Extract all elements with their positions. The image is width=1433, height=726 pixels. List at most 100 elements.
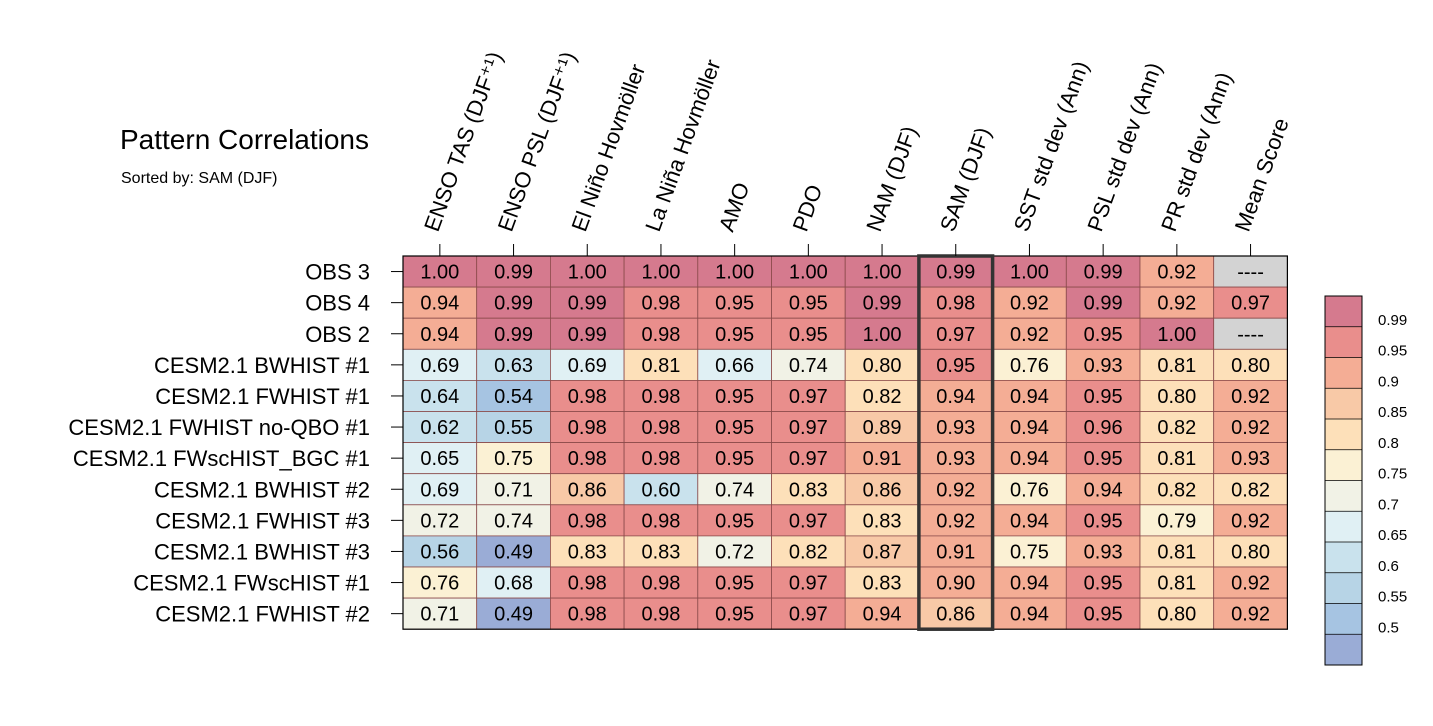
heatmap-cell xyxy=(1213,597,1288,630)
column-label: ENSO TAS (DJF⁺¹) xyxy=(419,48,507,234)
heatmap-cell xyxy=(697,411,772,444)
cell-value-label: 0.95 xyxy=(789,293,828,315)
cell-value-label: 0.81 xyxy=(1157,573,1196,595)
cell-value-label: 0.98 xyxy=(641,510,680,532)
heatmap-cell xyxy=(844,317,920,350)
heatmap-cell xyxy=(1139,442,1215,475)
colorbar-swatch xyxy=(1325,511,1362,542)
cell-value-label: 0.83 xyxy=(863,573,902,595)
heatmap-cell xyxy=(1139,597,1215,630)
cell-value-label: 0.83 xyxy=(568,541,607,563)
heatmap-cell xyxy=(1213,379,1288,412)
cell-value-label: 0.95 xyxy=(789,324,828,346)
heatmap-cell xyxy=(550,411,625,444)
colorbar: 0.99 0.95 0.9 0.85 0.8 0.75 0.7 0.65 0.6 0.55 0.5 xyxy=(1324,295,1407,666)
cell-value-label: 0.95 xyxy=(715,448,754,470)
cell-value-label: 0.98 xyxy=(568,604,607,626)
cell-value-label: 0.98 xyxy=(641,573,680,595)
cell-value-label: 0.56 xyxy=(420,541,459,563)
cell-value-label: 0.95 xyxy=(715,293,754,315)
column-label: ENSO PSL (DJF⁺¹) xyxy=(493,48,581,234)
colorbar-swatch xyxy=(1325,603,1362,635)
row-label: OBS 3 xyxy=(305,260,370,285)
row-label: OBS 2 xyxy=(305,322,370,347)
cell-value-label: 0.76 xyxy=(420,573,459,595)
column-label: SST std dev (Ann) xyxy=(1009,58,1094,235)
cell-value-label: 0.60 xyxy=(641,479,680,501)
cell-value-label: 0.90 xyxy=(936,573,975,595)
heatmap-cell xyxy=(1139,255,1215,288)
row-label: CESM2.1 BWHIST #1 xyxy=(154,353,370,378)
heatmap-cell xyxy=(623,411,699,444)
colorbar-swatch xyxy=(1325,542,1362,573)
heatmap-cell xyxy=(1213,255,1288,288)
heatmap-cell xyxy=(1065,379,1141,412)
cell-value-label: 0.83 xyxy=(863,510,902,532)
heatmap-cell xyxy=(550,597,625,630)
cell-value-label: 1.00 xyxy=(641,262,680,284)
heatmap-cell xyxy=(1065,566,1141,599)
colorbar-swatch xyxy=(1325,326,1362,358)
heatmap-cell xyxy=(992,535,1067,568)
cell-value-label: 0.99 xyxy=(863,293,902,315)
column-label: PSL std dev (Ann) xyxy=(1082,59,1166,235)
colorbar-label: 0.55 xyxy=(1378,589,1407,606)
colorbar-label: 0.8 xyxy=(1378,435,1399,452)
heatmap-cell xyxy=(697,286,772,319)
cell-value-label: 0.97 xyxy=(789,448,828,470)
cell-value-label: 0.99 xyxy=(568,324,607,346)
cell-value-label: 0.74 xyxy=(789,355,828,377)
heatmap-cell xyxy=(697,504,772,537)
chart-title: Pattern Correlations xyxy=(120,124,370,155)
heatmap-cell xyxy=(402,504,478,537)
cell-value-label: 0.69 xyxy=(420,355,459,377)
column-label: AMO xyxy=(714,179,755,235)
heatmap-cell xyxy=(844,566,920,599)
cell-value-label: 0.97 xyxy=(1231,293,1270,315)
heatmap-cell xyxy=(1213,473,1288,506)
heatmap-cell xyxy=(476,317,551,350)
cell-value-label: 0.98 xyxy=(641,417,680,439)
cell-value-label: 1.00 xyxy=(863,324,902,346)
cell-value-label: 0.72 xyxy=(420,510,459,532)
cell-value-label: 0.80 xyxy=(1231,355,1270,377)
heatmap-cell xyxy=(1213,535,1288,568)
cell-value-label: 0.95 xyxy=(715,386,754,408)
heatmap-cell xyxy=(844,597,920,630)
heatmap-cell xyxy=(623,255,699,288)
heatmap-cell xyxy=(1139,473,1215,506)
heatmap-cell xyxy=(697,379,772,412)
cell-value-label: 0.98 xyxy=(641,324,680,346)
cell-value-label: 0.68 xyxy=(494,573,533,595)
heatmap-cell xyxy=(771,442,846,475)
heatmap-cell xyxy=(1213,411,1288,444)
heatmap-cell xyxy=(1139,566,1215,599)
column-label: La Niña Hovmöller xyxy=(640,56,725,235)
cell-value-label: 0.95 xyxy=(715,510,754,532)
cell-value-label: 0.98 xyxy=(641,293,680,315)
cell-value-label: 0.93 xyxy=(936,417,975,439)
heatmap-cell xyxy=(550,504,625,537)
cell-value-label: 0.81 xyxy=(641,355,680,377)
cell-value-label: 1.00 xyxy=(789,262,828,284)
heatmap-cell xyxy=(992,566,1067,599)
cell-value-label: 0.99 xyxy=(936,262,975,284)
cell-value-label: 0.93 xyxy=(1084,541,1123,563)
heatmap-cell xyxy=(1065,504,1141,537)
cell-value-label: 0.66 xyxy=(715,355,754,377)
colorbar-swatch xyxy=(1325,634,1362,665)
cell-value-label: 0.74 xyxy=(715,479,754,501)
heatmap-cell xyxy=(1065,317,1141,350)
heatmap-cell xyxy=(918,473,994,506)
cell-value-label: 0.98 xyxy=(641,604,680,626)
cell-value-label: 0.95 xyxy=(1084,510,1123,532)
heatmap-cell xyxy=(1213,317,1288,350)
cell-value-label: 0.93 xyxy=(1084,355,1123,377)
cell-value-label: 0.86 xyxy=(936,604,975,626)
row-label: CESM2.1 FWHIST no-QBO #1 xyxy=(68,415,370,440)
colorbar-label: 0.9 xyxy=(1378,373,1399,390)
colorbar-swatch xyxy=(1325,449,1362,481)
cell-value-label: 0.94 xyxy=(1010,573,1049,595)
subtitle-value: SAM (DJF) xyxy=(198,170,278,187)
heatmap-cell xyxy=(771,317,846,350)
